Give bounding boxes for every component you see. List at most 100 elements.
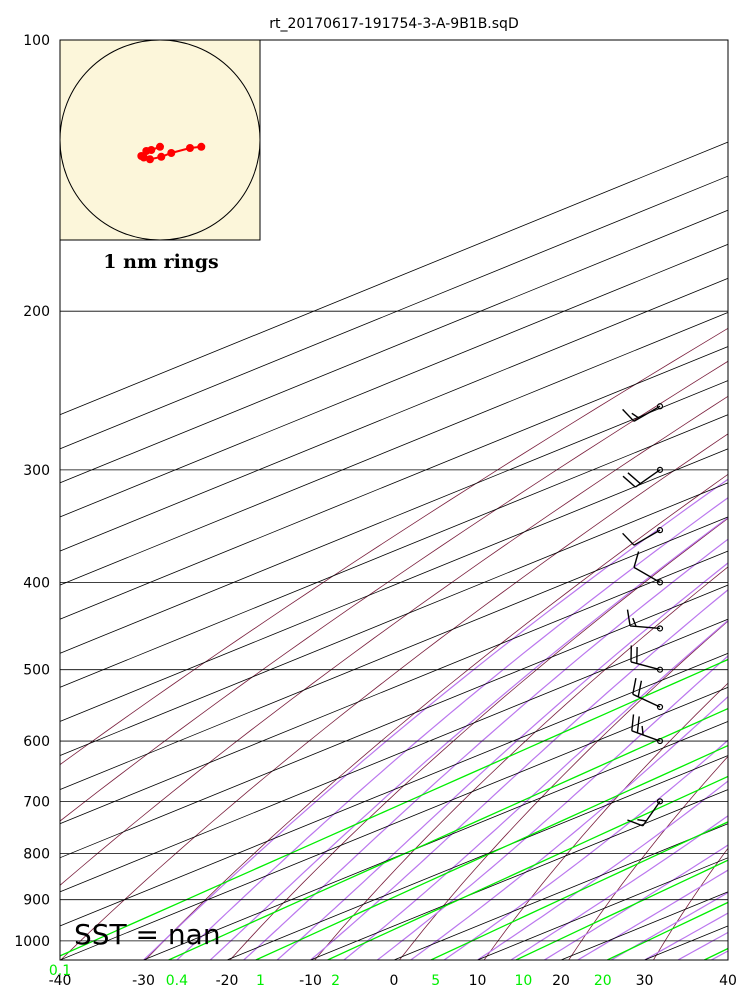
mixing-ratio-label: 2 (331, 973, 340, 989)
moist-adiabat (176, 496, 728, 960)
hodograph-point (197, 142, 206, 151)
wind-barb-station (656, 527, 664, 534)
pressure-tick-label: 700 (23, 794, 50, 810)
mixing-ratio-label: 0.4 (166, 973, 188, 989)
isotherm (60, 652, 728, 927)
wind-barb-feather (631, 714, 635, 731)
moist-adiabat (310, 589, 728, 960)
hodograph-point (137, 152, 146, 160)
wind-barb-feather (632, 617, 637, 627)
wind-barb-station (656, 579, 664, 586)
moist-adiabat (209, 516, 728, 960)
isotherm (60, 414, 728, 688)
mixing-ratio-label: 0.1 (49, 963, 71, 979)
temperature-tick-label: -30 (132, 973, 155, 989)
mixing-ratio-label: 20 (594, 973, 612, 989)
temperature-tick-label: 30 (636, 973, 654, 989)
dry-adiabat (653, 847, 728, 960)
wind-barb-staff (633, 405, 661, 422)
mixing-ratio-labels: 0.1 0.4 1 2 5 10 20 (49, 963, 612, 989)
mixing-ratio-label: 1 (256, 973, 265, 989)
moist-adiabat (711, 950, 728, 960)
temperature-tick-label: 10 (469, 973, 487, 989)
hodograph-point (156, 142, 164, 151)
pressure-axis-labels: 100 200 300 400 500 600 700 800 900 1000 (14, 33, 50, 950)
wind-barb (633, 551, 664, 586)
wind-barb-station (656, 666, 664, 673)
wind-barb-station (656, 737, 664, 745)
dry-adiabat (145, 473, 728, 960)
wind-barb (622, 403, 664, 422)
isobars (60, 40, 728, 942)
wind-barb-feather (636, 716, 640, 733)
hodograph-panel (59, 39, 261, 241)
wind-barb-station (656, 798, 664, 805)
isotherm (60, 243, 728, 518)
temperature-tick-label: -20 (216, 973, 239, 989)
isotherm (60, 380, 728, 654)
isotherm (560, 891, 728, 960)
isotherm (60, 277, 728, 552)
wind-barb-staff (634, 469, 661, 488)
wind-barb-staff (630, 661, 661, 671)
wind-barb (627, 798, 664, 827)
chart-title: rt_20170617-191754-3-A-9B1B.sqD (269, 16, 518, 32)
wind-barb-feather (641, 725, 644, 735)
pressure-tick-label: 200 (23, 304, 50, 320)
temperature-axis-labels: -40 -30 -20 -10 0 10 20 30 40 (49, 973, 737, 989)
isotherm (310, 789, 728, 960)
isotherm (60, 448, 728, 722)
pressure-tick-label: 800 (23, 847, 50, 863)
dry-adiabat (229, 517, 728, 960)
wind-barb (632, 677, 664, 711)
plot-frame (59, 39, 729, 961)
dry-adiabats (60, 327, 728, 960)
moist-adiabat (276, 562, 728, 960)
dry-adiabat (568, 755, 728, 960)
isotherm (60, 550, 728, 825)
dry-adiabat (399, 620, 728, 960)
moist-adiabat (143, 478, 728, 960)
hodograph-point (186, 144, 194, 152)
moist-adiabat (610, 891, 728, 960)
isotherm (393, 823, 728, 960)
moist-adiabat (543, 844, 728, 960)
isotherm (60, 346, 728, 620)
moist-adiabat (410, 695, 728, 960)
wind-barb-staff (642, 800, 661, 827)
wind-barb (626, 609, 664, 632)
isotherm (60, 175, 728, 450)
sst-annotation: SST = nan (74, 918, 221, 951)
isotherm (60, 584, 728, 859)
moist-adiabat (243, 538, 728, 960)
wind-barb-feather (626, 609, 631, 627)
wind-barb-station (656, 403, 664, 410)
dry-adiabat (60, 395, 728, 886)
wind-barb-station (656, 625, 664, 632)
dry-adiabat (483, 682, 728, 960)
mixing-ratio-line (168, 707, 728, 960)
isotherm (644, 925, 728, 960)
wind-barb-feather (637, 680, 643, 698)
moist-adiabat (577, 869, 728, 960)
isotherm (226, 755, 728, 960)
background-lines (60, 40, 728, 960)
wind-barb-station (656, 703, 664, 711)
hodograph-point (167, 149, 176, 157)
wind-barb-staff (633, 529, 661, 546)
pressure-tick-label: 900 (23, 893, 50, 909)
hodograph-point (147, 146, 156, 154)
pressure-tick-label: 500 (23, 663, 50, 679)
moist-adiabat (510, 815, 728, 960)
isotherm (727, 959, 728, 960)
dry-adiabat (314, 566, 728, 960)
pressure-tick-label: 100 (23, 33, 50, 49)
wind-barb-feather (622, 408, 635, 422)
wind-barb-station (656, 466, 664, 473)
isotherm (60, 618, 728, 893)
hodograph-trace (137, 142, 206, 164)
wind-barb-staff (631, 730, 661, 742)
isotherm (60, 312, 728, 586)
pressure-tick-label: 300 (23, 463, 50, 479)
